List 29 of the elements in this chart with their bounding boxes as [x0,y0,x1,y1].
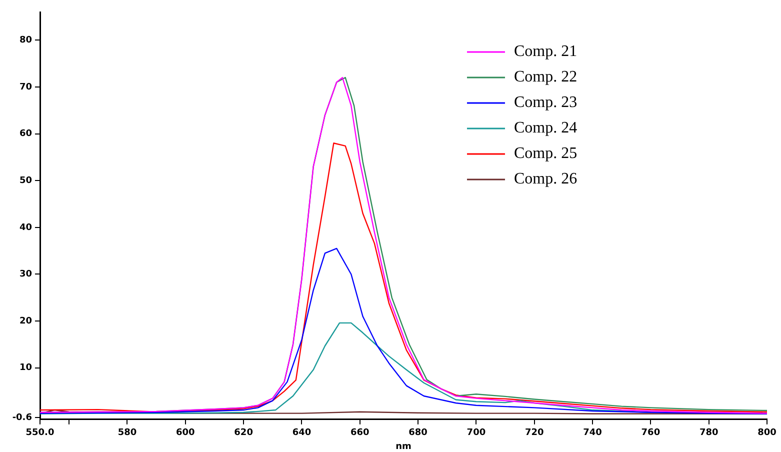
y-tick-label: 70 [19,82,32,92]
x-tick-label: 660 [350,428,370,438]
y-tick-label: 20 [19,316,32,326]
y-tick-label: 10 [19,363,32,374]
legend-label: Comp. 26 [514,170,578,188]
legend-label: Comp. 23 [514,94,578,112]
x-tick-label: 740 [583,428,602,438]
y-tick-label: 80 [19,35,32,46]
x-tick-label: 640 [292,428,312,438]
legend-label: Comp. 22 [514,68,578,86]
y-tick-label: -0.6 [12,412,32,423]
x-tick-label: 760 [641,428,660,438]
x-tick-label: 580 [118,428,137,438]
x-axis-title: nm [396,442,412,452]
x-tick-label: 680 [408,428,428,438]
legend-label: Comp. 21 [514,43,578,60]
x-tick-label: 620 [234,428,253,438]
x-tick-label: 800 [758,428,776,438]
y-tick-label: 40 [19,222,32,233]
x-tick-label: 600 [176,428,195,438]
y-tick-label: 50 [19,176,32,186]
y-tick-label: 60 [19,129,32,140]
x-tick-label: 780 [699,428,718,438]
x-tick-label: 700 [466,428,486,438]
x-tick-label: 720 [524,428,544,438]
x-tick-label: 550.0 [26,428,54,438]
y-tick-label: 30 [19,270,32,280]
legend-label: Comp. 24 [514,120,578,137]
legend-label: Comp. 25 [514,145,578,162]
